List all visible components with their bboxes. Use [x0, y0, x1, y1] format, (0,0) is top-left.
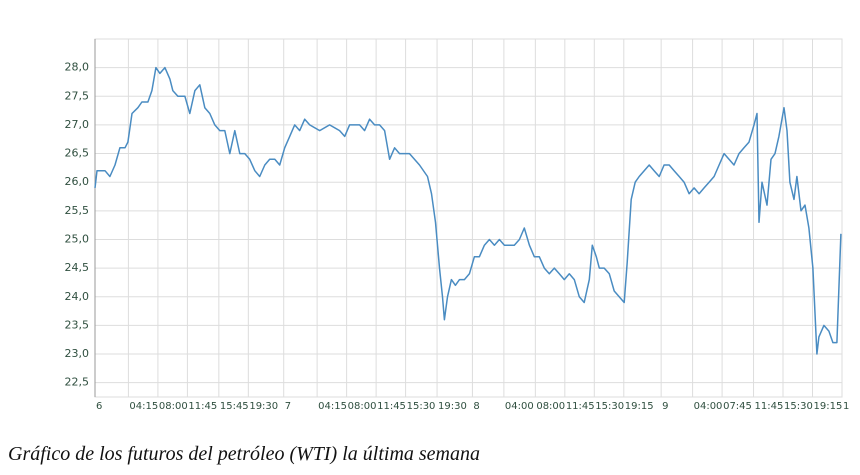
x-tick-label: 04:00: [505, 401, 534, 412]
x-tick-label: 08:00: [159, 401, 188, 412]
y-tick-label: 24,5: [65, 261, 90, 274]
x-tick-label: 1: [843, 401, 849, 412]
y-tick-label: 27,0: [65, 118, 90, 131]
y-tick-label: 23,0: [65, 347, 90, 360]
x-tick-label: 04:00: [694, 401, 723, 412]
x-tick-label: 19:30: [438, 401, 467, 412]
x-tick-label: 11:45: [755, 401, 784, 412]
y-tick-label: 26,0: [65, 175, 90, 188]
x-tick-label: 19:15: [625, 401, 654, 412]
plot-frame: [94, 38, 843, 398]
x-tick-label: 15:30: [784, 401, 813, 412]
x-tick-label: 15:30: [595, 401, 624, 412]
y-tick-label: 25,0: [65, 232, 90, 245]
x-tick-label: 11:45: [566, 401, 595, 412]
x-tick-label: 6: [96, 401, 102, 412]
x-tick-label: 07:45: [723, 401, 752, 412]
x-tick-label: 15:45: [220, 401, 249, 412]
x-tick-label: 19:15: [814, 401, 843, 412]
y-tick-label: 27,5: [65, 89, 90, 102]
chart-caption: Gráfico de los futuros del petróleo (WTI…: [8, 443, 480, 465]
x-tick-label: 9: [662, 401, 668, 412]
y-tick-label: 24,0: [65, 290, 90, 303]
price-line: [94, 66, 842, 355]
x-tick-label: 7: [285, 401, 291, 412]
x-tick-label: 8: [473, 401, 479, 412]
y-tick-label: 23,5: [65, 318, 90, 331]
y-tick-label: 25,5: [65, 204, 90, 217]
x-tick-label: 04:15: [129, 401, 158, 412]
x-tick-label: 11:45: [377, 401, 406, 412]
y-tick-label: 26,5: [65, 147, 90, 160]
x-tick-label: 11:45: [188, 401, 217, 412]
x-tick-label: 08:00: [536, 401, 565, 412]
x-tick-label: 15:30: [407, 401, 436, 412]
x-tick-label: 08:00: [348, 401, 377, 412]
x-tick-label: 19:30: [249, 401, 278, 412]
y-tick-label: 22,5: [65, 376, 90, 389]
x-tick-label: 04:15: [318, 401, 347, 412]
y-tick-label: 28,0: [65, 61, 90, 74]
